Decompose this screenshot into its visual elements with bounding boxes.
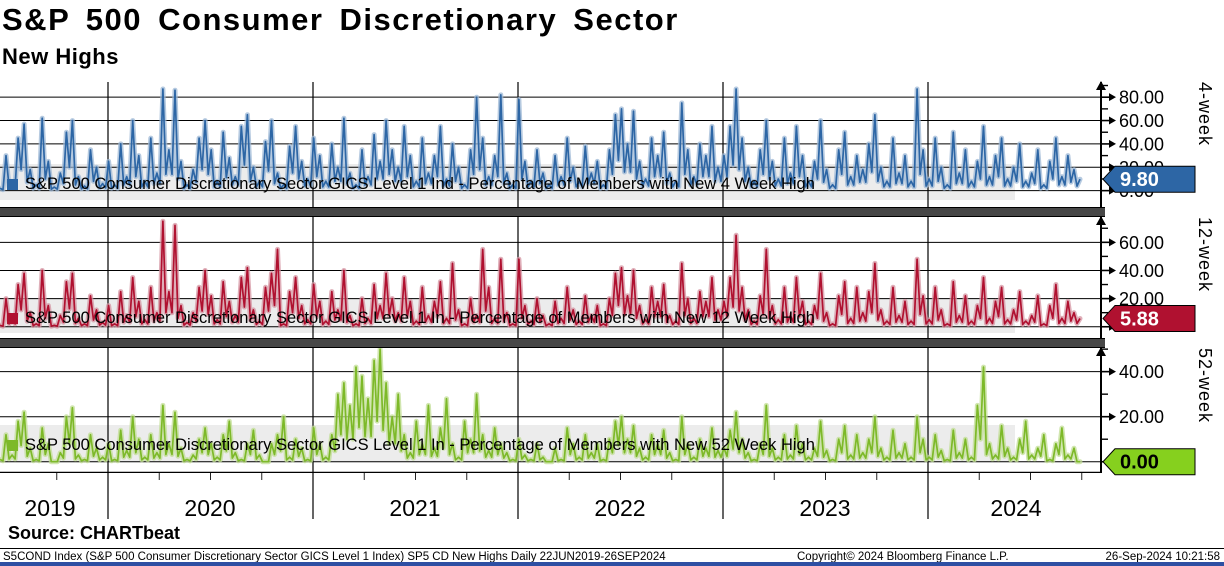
svg-text:20.00: 20.00 (1119, 407, 1164, 427)
source-label: Source: CHARTbeat (8, 523, 181, 543)
page-title: S&P 500 Consumer Discretionary Sector (2, 2, 679, 37)
panel-12-week: S&P 500 Consumer Discretionary Sector GI… (0, 216, 1224, 338)
svg-text:0.00: 0.00 (1120, 452, 1159, 474)
legend-label-4-week: S&P 500 Consumer Discretionary Sector GI… (25, 175, 815, 193)
legend-swatch-52-week-icon (7, 440, 18, 451)
line-chart-52-week (0, 348, 1100, 473)
svg-text:60.00: 60.00 (1119, 233, 1164, 253)
line-chart-12-week (0, 217, 1100, 338)
panel-4-week: S&P 500 Consumer Discretionary Sector GI… (0, 81, 1224, 207)
y-axis-12-week: 20.00 40.00 60.00 5.88 (1096, 216, 1196, 338)
legend-label-52-week: S&P 500 Consumer Discretionary Sector GI… (25, 436, 815, 454)
y-axis-52-week: 20.00 40.00 0.00 (1096, 347, 1196, 476)
footer-copyright: Copyright© 2024 Bloomberg Finance L.P. (797, 551, 1009, 563)
x-tick-2020: 2020 (184, 495, 236, 521)
legend-swatch-12-week-icon (7, 313, 18, 324)
svg-text:40.00: 40.00 (1119, 362, 1164, 382)
legend-4-week: S&P 500 Consumer Discretionary Sector GI… (7, 175, 815, 194)
footer: S5COND Index (S&P 500 Consumer Discretio… (0, 551, 1224, 565)
svg-text:40.00: 40.00 (1119, 134, 1164, 154)
footer-divider (0, 548, 1224, 549)
line-chart-4-week (0, 82, 1100, 207)
legend-label-12-week: S&P 500 Consumer Discretionary Sector GI… (25, 309, 815, 327)
footer-timestamp: 26-Sep-2024 10:21:58 (1105, 551, 1220, 563)
page-subtitle: New Highs (2, 44, 119, 69)
legend-52-week: S&P 500 Consumer Discretionary Sector GI… (7, 436, 815, 455)
svg-text:40.00: 40.00 (1119, 261, 1164, 281)
x-tick-2022: 2022 (594, 495, 646, 521)
svg-text:80.00: 80.00 (1119, 88, 1164, 108)
panel-title-52-week: 52-week (1195, 348, 1215, 424)
svg-text:9.80: 9.80 (1120, 169, 1159, 191)
svg-text:5.88: 5.88 (1120, 308, 1159, 330)
legend-12-week: S&P 500 Consumer Discretionary Sector GI… (7, 309, 815, 328)
x-tick-2023: 2023 (799, 495, 851, 521)
x-tick-2019: 2019 (24, 495, 76, 521)
x-tick-2021: 2021 (389, 495, 441, 521)
svg-text:20.00: 20.00 (1119, 289, 1164, 309)
x-axis: 2019 2020 2021 2022 2023 2024 (0, 473, 1224, 531)
panel-title-12-week: 12-week (1195, 217, 1215, 293)
panel-separator (0, 338, 1105, 348)
footer-security-info: S5COND Index (S&P 500 Consumer Discretio… (3, 551, 666, 563)
svg-text:60.00: 60.00 (1119, 111, 1164, 131)
x-tick-2024: 2024 (990, 495, 1042, 521)
bottom-accent-bar (0, 562, 1224, 566)
panel-separator (0, 207, 1105, 217)
panel-title-4-week: 4-week (1195, 82, 1215, 147)
panel-52-week: S&P 500 Consumer Discretionary Sector GI… (0, 347, 1224, 476)
legend-swatch-4-week-icon (7, 179, 18, 190)
x-axis-ticks (56, 473, 1083, 519)
